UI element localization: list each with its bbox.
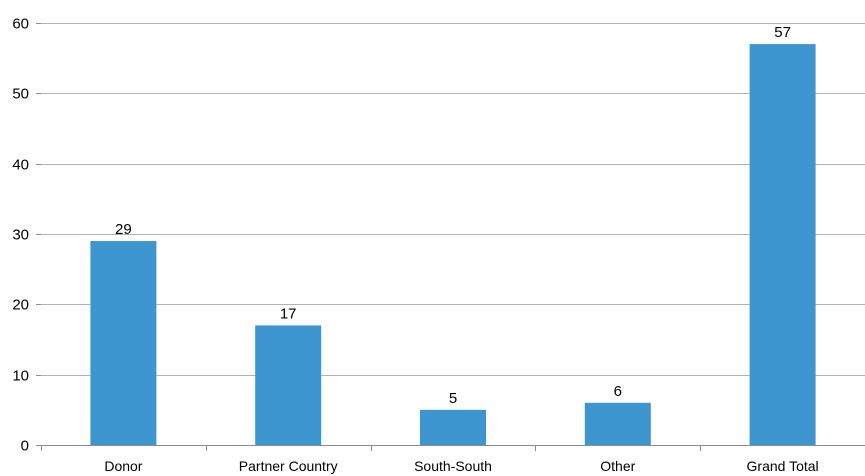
y-tick-label: 40 [12, 157, 29, 174]
y-tick-label: 60 [12, 16, 29, 33]
bar-south-south [420, 409, 486, 445]
x-tick-label: Grand Total [747, 458, 819, 474]
bar-other [584, 402, 651, 445]
x-axis-ticks: Donor Partner Country South-South Other Gran… [41, 445, 819, 474]
y-tick-label: 20 [12, 297, 29, 314]
data-labels: 29 17 5 6 57 [115, 24, 791, 407]
x-tick-label: Other [600, 458, 635, 474]
data-label: 5 [449, 390, 457, 407]
y-axis-ticks: 0 10 20 30 40 50 60 [12, 16, 41, 455]
gridlines [41, 23, 865, 376]
bars [90, 44, 816, 445]
bar-grand-total [749, 44, 816, 445]
y-tick-label: 30 [12, 227, 29, 244]
bar-partner-country [255, 325, 322, 445]
x-tick-label: South-South [414, 458, 492, 474]
data-label: 57 [774, 24, 791, 41]
data-label: 6 [614, 383, 622, 400]
x-tick-label: Donor [104, 458, 142, 474]
x-tick-label: Partner Country [239, 458, 338, 474]
bar-donor [90, 241, 157, 445]
y-tick-label: 0 [21, 438, 29, 455]
data-label: 17 [280, 305, 297, 322]
y-tick-label: 10 [12, 368, 29, 385]
data-label: 29 [115, 221, 132, 238]
y-tick-label: 50 [12, 86, 29, 103]
